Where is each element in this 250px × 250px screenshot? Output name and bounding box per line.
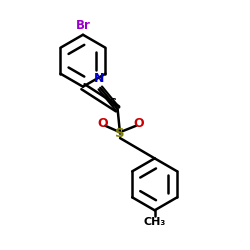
Text: Br: Br (76, 19, 90, 32)
Text: O: O (133, 117, 144, 130)
Text: O: O (98, 117, 108, 130)
Text: S: S (115, 127, 125, 140)
Text: C: C (109, 98, 116, 108)
Text: CH₃: CH₃ (144, 217, 166, 227)
Text: N: N (94, 72, 104, 86)
